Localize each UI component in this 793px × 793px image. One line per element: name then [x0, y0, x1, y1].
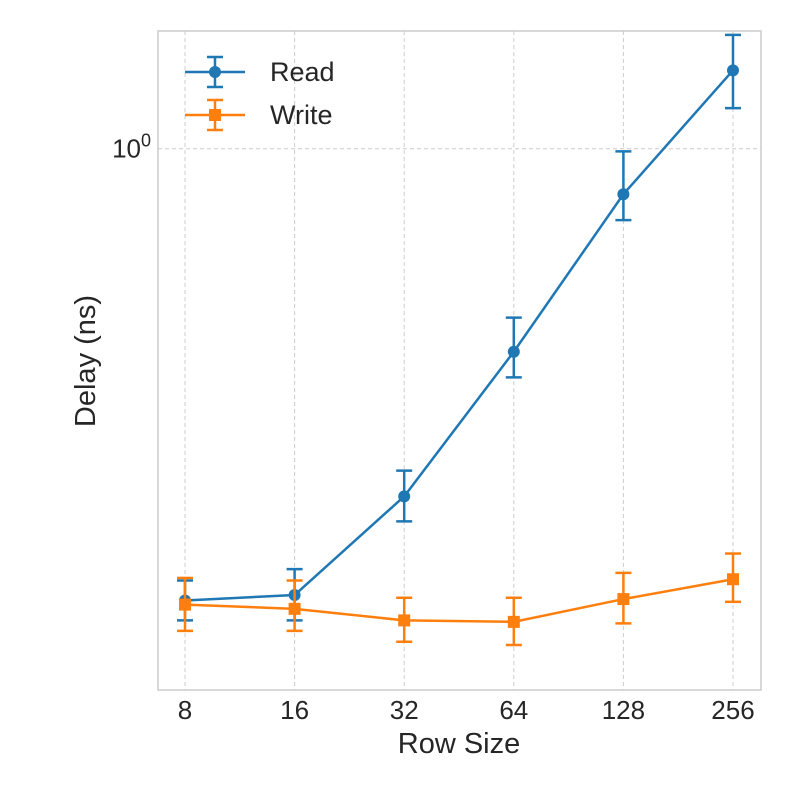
y-tick-labels: 100	[112, 131, 151, 164]
series-line	[184, 578, 734, 624]
x-tick-label: 128	[602, 695, 645, 725]
data-point	[507, 615, 520, 628]
legend-marker	[209, 109, 221, 121]
plot-frame	[157, 30, 762, 691]
data-point	[288, 602, 301, 615]
data-point	[398, 490, 411, 503]
data-point	[617, 188, 630, 201]
plot-area	[158, 31, 761, 690]
data-point	[398, 614, 411, 627]
x-tick-label: 32	[390, 695, 419, 725]
y-axis-label: Delay (ns)	[70, 295, 102, 427]
x-tick-labels: 8 16 32 64 128 256	[178, 695, 755, 725]
error-bar	[615, 150, 632, 222]
series-write	[177, 552, 741, 647]
x-tick-label: 8	[178, 695, 192, 725]
legend-marker	[209, 66, 221, 78]
x-tick-label: 256	[711, 695, 754, 725]
legend-item-write: Write	[185, 98, 333, 132]
series-line	[184, 69, 734, 602]
data-point	[727, 573, 739, 586]
data-point	[507, 345, 520, 358]
legend-label: Write	[270, 100, 333, 130]
x-tick-label: 16	[280, 695, 309, 725]
legend-item-read: Read	[185, 55, 335, 89]
y-tick-label: 100	[112, 131, 151, 164]
legend: Read Write	[185, 55, 335, 132]
x-axis-label: Row Size	[398, 728, 521, 760]
data-point	[617, 593, 630, 606]
legend-label: Read	[270, 57, 335, 87]
series-layer	[177, 33, 741, 647]
data-point	[179, 598, 191, 611]
data-point	[727, 64, 739, 77]
x-tick-label: 64	[499, 695, 528, 725]
